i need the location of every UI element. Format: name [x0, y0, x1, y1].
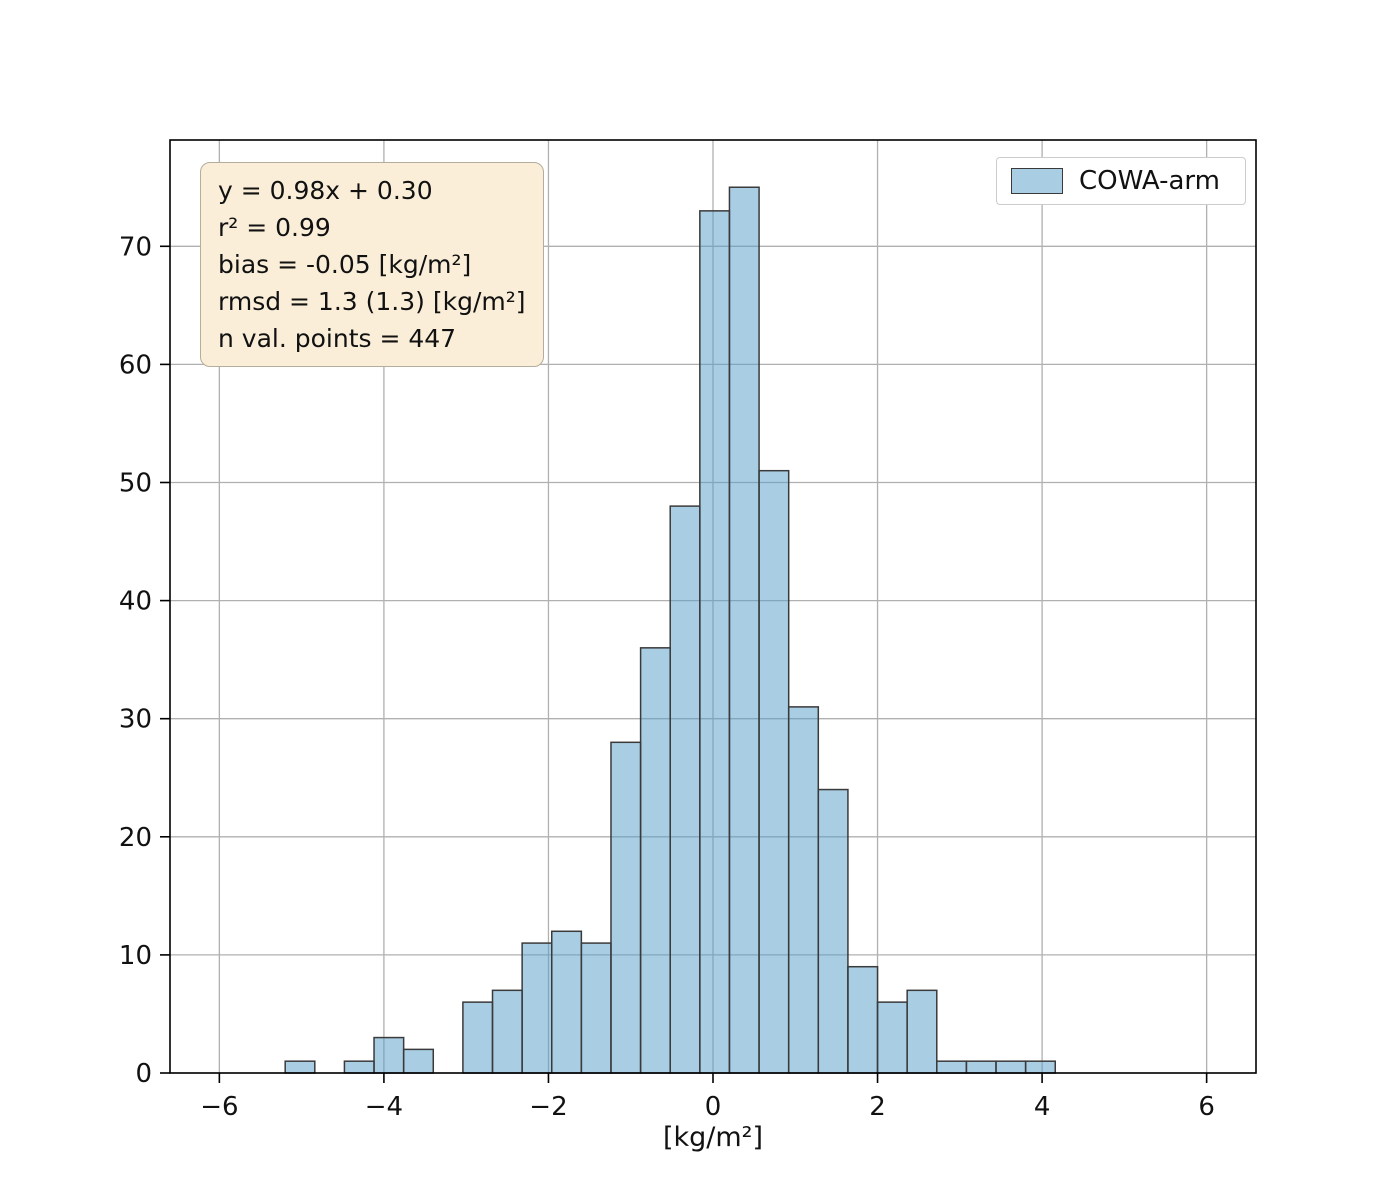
histogram-bar: [491, 989, 523, 1074]
y-tick-label: 70: [119, 232, 152, 262]
histogram-bar: [610, 741, 642, 1074]
histogram-bar: [284, 1060, 316, 1074]
histogram-bar: [965, 1060, 997, 1074]
histogram-bar: [817, 788, 849, 1074]
stats-line-npoints: n val. points = 447: [218, 324, 457, 353]
histogram-bar: [343, 1060, 375, 1074]
y-tick-label: 50: [119, 468, 152, 498]
x-tick-label: 6: [1198, 1092, 1215, 1122]
x-axis-label: [kg/m²]: [662, 1122, 764, 1153]
histogram-bar: [639, 647, 671, 1074]
histogram-bar: [1024, 1060, 1057, 1074]
histogram-bar: [699, 210, 731, 1074]
stats-line-r2: r² = 0.99: [218, 213, 331, 242]
stats-line-bias: bias = -0.05 [kg/m²]: [218, 250, 472, 279]
histogram-bar: [550, 930, 583, 1074]
legend-swatch-cowa-arm: [1011, 168, 1063, 194]
x-tick-label: −2: [529, 1092, 567, 1122]
histogram-bar: [936, 1060, 968, 1074]
y-tick-label: 30: [119, 705, 152, 735]
y-tick-label: 60: [119, 350, 152, 380]
histogram-bar: [906, 989, 938, 1074]
y-tick-label: 20: [119, 823, 152, 853]
y-tick-label: 0: [135, 1059, 152, 1089]
histogram-bar: [580, 942, 612, 1074]
histogram-bar: [876, 1001, 908, 1074]
histogram-bar: [995, 1060, 1027, 1074]
legend: COWA-arm: [996, 157, 1246, 205]
histogram-bar: [669, 505, 701, 1074]
stats-line-fit: y = 0.98x + 0.30: [218, 176, 433, 205]
y-tick-label: 40: [119, 587, 152, 617]
histogram-bar: [847, 965, 879, 1074]
histogram-bar: [787, 706, 820, 1074]
x-tick-label: 0: [705, 1092, 722, 1122]
histogram-bar: [758, 469, 790, 1074]
stats-annotation-box: y = 0.98x + 0.30 r² = 0.99 bias = -0.05 …: [200, 162, 544, 367]
y-tick-label: 10: [119, 941, 152, 971]
stats-line-rmsd: rmsd = 1.3 (1.3) [kg/m²]: [218, 287, 526, 316]
histogram-bar: [402, 1048, 435, 1074]
x-tick-label: 2: [869, 1092, 886, 1122]
histogram-bar: [373, 1036, 405, 1074]
histogram-bar: [462, 1001, 494, 1074]
x-tick-label: 4: [1034, 1092, 1051, 1122]
histogram-bar: [728, 186, 760, 1074]
x-tick-label: −6: [200, 1092, 238, 1122]
histogram-bar: [521, 942, 553, 1074]
legend-label: COWA-arm: [1079, 166, 1220, 196]
x-tick-label: −4: [365, 1092, 403, 1122]
